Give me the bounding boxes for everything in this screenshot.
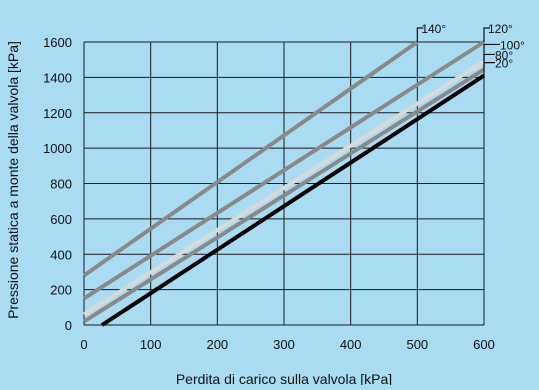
x-tick-label: 100 <box>140 337 162 352</box>
y-tick-label: 600 <box>50 212 72 227</box>
x-axis-label: Perdita di carico sulla valvola [kPa] <box>176 371 392 385</box>
y-axis-label: Pressione statica a monte della valvola … <box>5 41 21 319</box>
series-line-100 <box>82 59 486 317</box>
series-label-leader <box>416 27 424 42</box>
series-label-leader <box>483 53 495 70</box>
series-line-120 <box>82 40 486 301</box>
x-tick-label: 600 <box>473 337 495 352</box>
y-tick-label: 200 <box>50 283 72 298</box>
x-tick-label: 300 <box>273 337 295 352</box>
series-line-140 <box>82 40 419 278</box>
series-line-20 <box>100 73 486 327</box>
series-label-leader <box>483 43 500 62</box>
y-tick-label: 1000 <box>43 141 72 156</box>
series-label-100: 100° <box>500 38 525 52</box>
y-tick-label: 1400 <box>43 70 72 85</box>
series-label-120: 120° <box>488 22 513 36</box>
series-line-80 <box>82 67 486 324</box>
x-tick-label: 500 <box>406 337 428 352</box>
y-tick-label: 0 <box>65 318 72 333</box>
y-tick-label: 1200 <box>43 106 72 121</box>
y-tick-label: 400 <box>50 247 72 262</box>
y-tick-label: 1600 <box>43 35 72 50</box>
series-labels: 20°80°100° 120° 140° <box>416 22 525 76</box>
tick-labels: 0 100 200 300 400 500 600 0 200 400 600 800 1000 1200… <box>43 35 495 352</box>
y-tick-label: 800 <box>50 177 72 192</box>
series-label-140: 140° <box>421 22 446 36</box>
series-label-80: 80° <box>495 48 513 62</box>
series-label-20: 20° <box>495 57 513 71</box>
x-tick-label: 200 <box>206 337 228 352</box>
series-lines <box>82 40 486 327</box>
series-label-leader <box>483 62 495 76</box>
x-tick-label: 0 <box>80 337 87 352</box>
series-label-leader <box>483 27 490 42</box>
x-tick-label: 400 <box>340 337 362 352</box>
